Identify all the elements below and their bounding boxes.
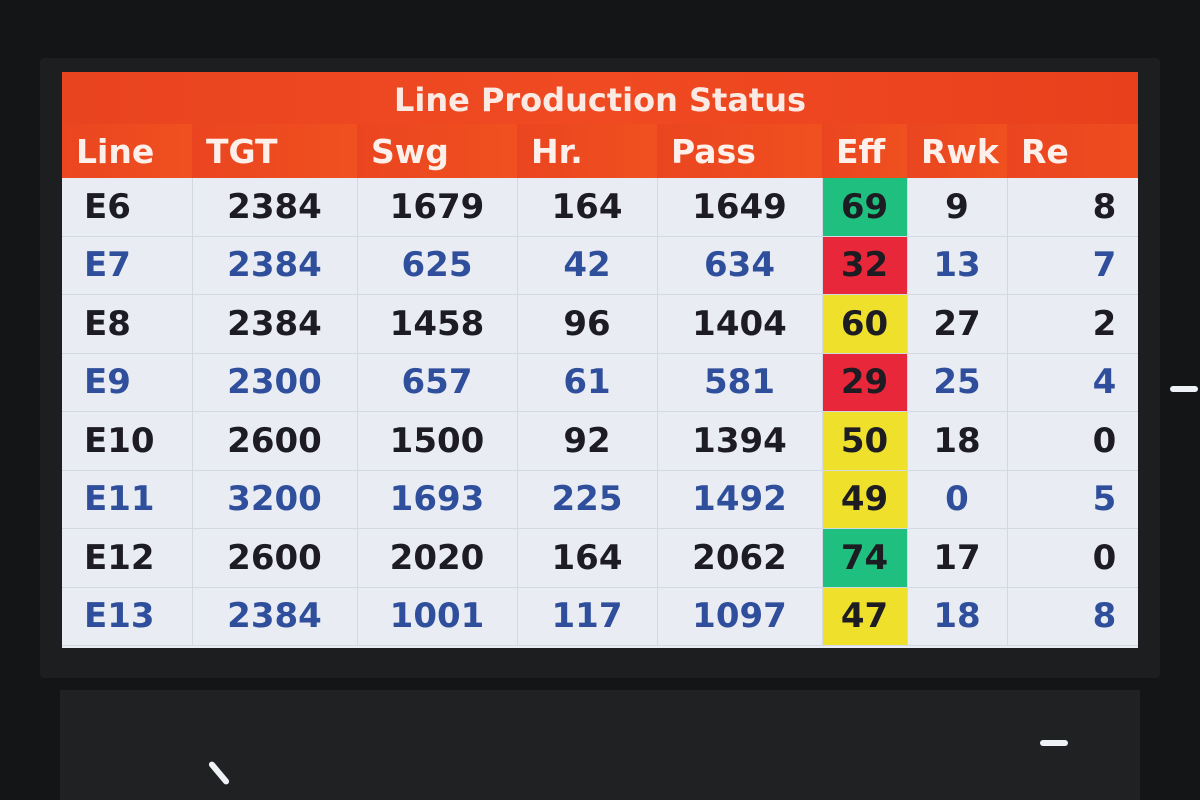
value-cell: 1679 [357,178,518,237]
ceiling-light [1040,740,1068,746]
value-cell: 0 [907,470,1008,529]
line-cell: E8 [62,294,193,354]
line-cell: E12 [62,528,193,588]
column-header: Line [62,124,192,178]
value-cell: 1458 [357,294,518,354]
column-header: Re [1007,124,1138,178]
status-table: Line TGT Swg Hr. Pass Eff Rwk Re E6 2384 1679 164 1… [62,124,1138,646]
value-cell: 2062 [657,528,823,588]
value-cell: 657 [357,353,518,412]
ceiling-light [1170,386,1198,392]
column-header: TGT [192,124,357,178]
value-cell: 18 [907,587,1008,646]
value-cell: 0 [1007,528,1138,588]
eff-cell: 32 [822,236,908,295]
value-cell: 5 [1007,470,1138,529]
column-header: Swg [357,124,517,178]
table-row: E13 2384 1001 117 1097 47 18 8 [62,587,1138,646]
value-cell: 42 [517,236,658,295]
eff-cell: 74 [822,528,908,588]
value-cell: 164 [517,178,658,237]
value-cell: 61 [517,353,658,412]
value-cell: 2600 [192,411,358,471]
line-cell: E7 [62,236,193,295]
column-header: Hr. [517,124,657,178]
value-cell: 1097 [657,587,823,646]
display-mount [60,690,1140,800]
value-cell: 2384 [192,178,358,237]
value-cell: 164 [517,528,658,588]
value-cell: 117 [517,587,658,646]
value-cell: 634 [657,236,823,295]
value-cell: 92 [517,411,658,471]
eff-cell: 47 [822,587,908,646]
value-cell: 1404 [657,294,823,354]
column-header: Eff [822,124,907,178]
value-cell: 8 [1007,587,1138,646]
value-cell: 25 [907,353,1008,412]
line-cell: E11 [62,470,193,529]
value-cell: 2300 [192,353,358,412]
value-cell: 625 [357,236,518,295]
value-cell: 2600 [192,528,358,588]
value-cell: 2384 [192,587,358,646]
table-row: E8 2384 1458 96 1404 60 27 2 [62,294,1138,354]
line-cell: E6 [62,178,193,237]
line-cell: E9 [62,353,193,412]
screen-title: Line Production Status [62,72,1138,124]
column-header: Rwk [907,124,1007,178]
table-body: E6 2384 1679 164 1649 69 9 8 E7 2384 625 42 634 32 13 7… [62,178,1138,646]
value-cell: 2 [1007,294,1138,354]
eff-cell: 50 [822,411,908,471]
value-cell: 96 [517,294,658,354]
value-cell: 225 [517,470,658,529]
value-cell: 8 [1007,178,1138,237]
value-cell: 4 [1007,353,1138,412]
value-cell: 7 [1007,236,1138,295]
value-cell: 3200 [192,470,358,529]
value-cell: 1500 [357,411,518,471]
eff-cell: 49 [822,470,908,529]
value-cell: 1394 [657,411,823,471]
value-cell: 17 [907,528,1008,588]
value-cell: 1001 [357,587,518,646]
table-row: E9 2300 657 61 581 29 25 4 [62,353,1138,412]
value-cell: 2384 [192,236,358,295]
value-cell: 2384 [192,294,358,354]
value-cell: 0 [1007,411,1138,471]
header-row: Line TGT Swg Hr. Pass Eff Rwk Re [62,124,1138,178]
value-cell: 581 [657,353,823,412]
line-cell: E10 [62,411,193,471]
value-cell: 1693 [357,470,518,529]
line-cell: E13 [62,587,193,646]
table-row: E10 2600 1500 92 1394 50 18 0 [62,411,1138,471]
eff-cell: 29 [822,353,908,412]
eff-cell: 60 [822,294,908,354]
led-screen: Line Production Status Line TGT Swg Hr. Pass… [62,72,1138,648]
value-cell: 9 [907,178,1008,237]
value-cell: 27 [907,294,1008,354]
table-row: E12 2600 2020 164 2062 74 17 0 [62,528,1138,588]
value-cell: 18 [907,411,1008,471]
value-cell: 1492 [657,470,823,529]
eff-cell: 69 [822,178,908,237]
table-row: E6 2384 1679 164 1649 69 9 8 [62,178,1138,237]
table-row: E7 2384 625 42 634 32 13 7 [62,236,1138,295]
column-header: Pass [657,124,822,178]
value-cell: 13 [907,236,1008,295]
table-row: E11 3200 1693 225 1492 49 0 5 [62,470,1138,529]
value-cell: 2020 [357,528,518,588]
value-cell: 1649 [657,178,823,237]
